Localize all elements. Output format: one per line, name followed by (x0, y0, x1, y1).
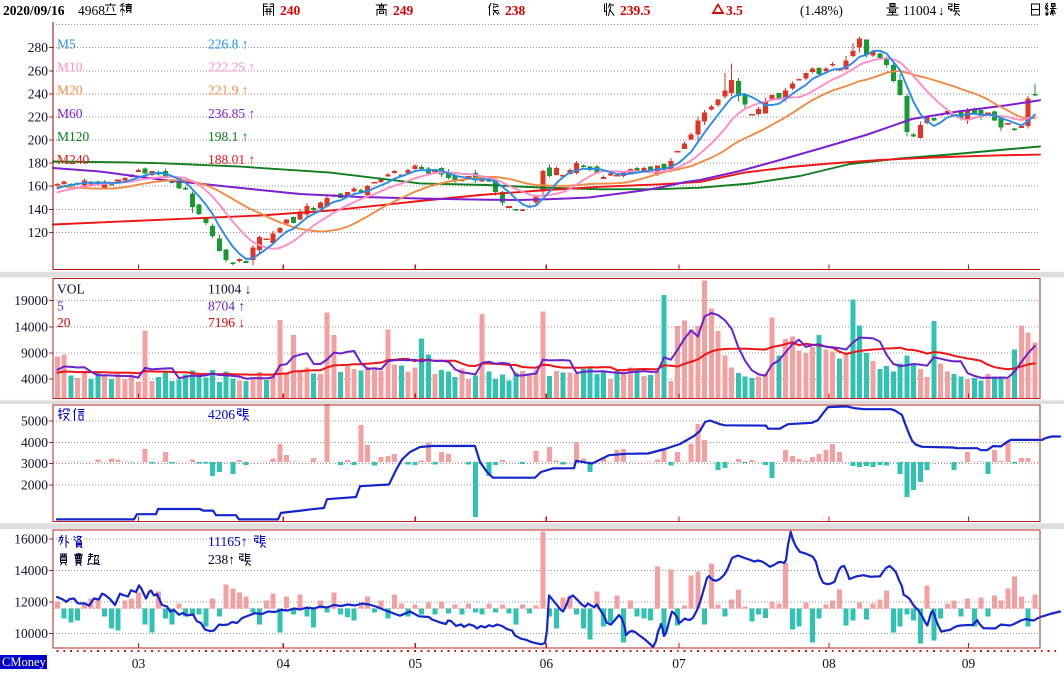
svg-text:4000: 4000 (21, 435, 48, 450)
svg-text:280: 280 (28, 40, 49, 55)
svg-text:222.25 ↑: 222.25 ↑ (208, 60, 255, 75)
svg-text:M10: M10 (57, 60, 83, 75)
svg-text:9000: 9000 (21, 346, 48, 361)
svg-text:M240: M240 (57, 152, 90, 167)
svg-text:120: 120 (28, 225, 49, 240)
svg-text:14000: 14000 (14, 319, 48, 334)
svg-text:188.01 ↑: 188.01 ↑ (208, 152, 255, 167)
svg-text:20: 20 (57, 315, 71, 330)
svg-text:180: 180 (28, 156, 49, 171)
svg-text:10000: 10000 (14, 626, 48, 641)
svg-text:140: 140 (28, 202, 49, 217)
svg-text:M120: M120 (57, 129, 90, 144)
svg-text:160: 160 (28, 179, 49, 194)
svg-text:4000: 4000 (21, 372, 48, 387)
svg-text:5000: 5000 (21, 414, 48, 429)
svg-text:03: 03 (132, 656, 146, 671)
svg-text:2020/09/16: 2020/09/16 (3, 3, 65, 18)
svg-text:4206: 4206 (208, 407, 235, 422)
svg-text:07: 07 (672, 656, 686, 671)
svg-text:14000: 14000 (14, 563, 48, 578)
svg-text:11004: 11004 (903, 3, 936, 18)
svg-text:M20: M20 (57, 83, 83, 98)
svg-text:04: 04 (277, 656, 291, 671)
svg-text:CMoney: CMoney (2, 655, 47, 669)
svg-text:19000: 19000 (14, 293, 48, 308)
svg-text:260: 260 (28, 63, 49, 78)
svg-text:↓: ↓ (938, 3, 945, 18)
svg-text:226.8 ↑: 226.8 ↑ (208, 37, 249, 52)
svg-text:238: 238 (505, 3, 526, 18)
svg-text:5: 5 (57, 299, 64, 314)
svg-text:M5: M5 (57, 37, 76, 52)
svg-text:236.85 ↑: 236.85 ↑ (208, 106, 255, 121)
svg-text:09: 09 (962, 656, 976, 671)
svg-text:8704 ↑: 8704 ↑ (208, 299, 245, 314)
svg-text:239.5: 239.5 (620, 3, 651, 18)
svg-text:11004 ↓: 11004 ↓ (208, 282, 251, 297)
svg-text:240: 240 (28, 86, 49, 101)
svg-text:3000: 3000 (21, 456, 48, 471)
svg-text:4968: 4968 (78, 3, 105, 18)
svg-text:06: 06 (540, 656, 554, 671)
svg-text:16000: 16000 (14, 532, 48, 547)
svg-text:221.9 ↑: 221.9 ↑ (208, 83, 249, 98)
svg-text:05: 05 (409, 656, 423, 671)
svg-text:2000: 2000 (21, 477, 48, 492)
svg-text:11165↑: 11165↑ (208, 534, 248, 549)
svg-text:240: 240 (280, 3, 301, 18)
svg-text:12000: 12000 (14, 595, 48, 610)
svg-text:VOL: VOL (57, 282, 85, 297)
svg-text:200: 200 (28, 133, 49, 148)
svg-text:(1.48%): (1.48%) (800, 3, 843, 18)
svg-text:08: 08 (822, 656, 836, 671)
svg-text:198.1 ↑: 198.1 ↑ (208, 129, 249, 144)
svg-text:238↑: 238↑ (208, 552, 235, 567)
svg-text:3.5: 3.5 (726, 3, 743, 18)
svg-text:220: 220 (28, 109, 49, 124)
svg-text:M60: M60 (57, 106, 83, 121)
svg-text:7196 ↓: 7196 ↓ (208, 315, 245, 330)
svg-text:249: 249 (393, 3, 414, 18)
